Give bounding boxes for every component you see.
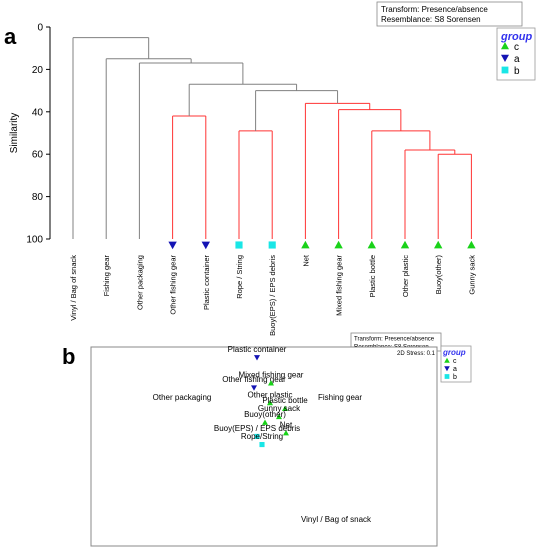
leaf-label: Net: [301, 254, 310, 267]
dendrogram-legend-title: group: [500, 31, 532, 43]
nmds-stress-text: 2D Stress: 0.1: [397, 351, 436, 357]
leaf-marker: [235, 241, 243, 249]
dendrogram-transform-text: Transform: Presence/absence: [381, 5, 488, 14]
legend-label: b: [514, 66, 520, 77]
leaf-label: Buoy(EPS) / EPS debris: [268, 255, 277, 336]
leaf-marker: [334, 240, 343, 249]
leaf-marker: [268, 241, 276, 249]
y-tick-label: 60: [32, 150, 44, 161]
dendrogram-legend: group cab: [496, 27, 536, 81]
leaf-label: Other fishing gear: [169, 255, 178, 315]
legend-label: a: [514, 54, 520, 65]
leaf-marker: [201, 241, 210, 250]
nmds-transform-text: Transform: Presence/absence: [354, 337, 435, 343]
leaf-label: Mixed fishing gear: [335, 255, 344, 316]
legend-label: a: [453, 366, 457, 373]
dendrogram-leaf-labels: Vinyl / Bag of snack Fishing gear Other pa…: [69, 254, 476, 336]
y-tick-label: 80: [32, 192, 44, 203]
nmds-point: [267, 399, 273, 406]
nmds-point: [259, 442, 265, 448]
nmds-point: [262, 419, 268, 425]
nmds-point-label: Other fishing gear: [222, 375, 286, 384]
leaf-marker: [434, 240, 443, 249]
nmds-point: [254, 355, 260, 361]
legend-label: c: [453, 358, 457, 365]
nmds-point: [268, 380, 274, 386]
leaf-label: Buoy(other): [434, 255, 443, 295]
leaf-label: Plastic container: [202, 255, 211, 311]
y-tick-label: 0: [37, 23, 43, 34]
nmds-point: [276, 413, 282, 420]
nmds-point-label: Gunny sack: [258, 404, 301, 413]
dendrogram-y-ticks: 0 20 40 60 80 100: [26, 23, 50, 246]
nmds-point-label: Fishing gear: [318, 393, 362, 402]
leaf-label: Other plastic: [401, 255, 410, 297]
nmds-panel: b Transform: Presence/absence Resemblanc…: [62, 332, 472, 547]
nmds-legend: group cab: [440, 345, 472, 383]
leaf-label: Plastic bottle: [368, 255, 377, 298]
leaf-label: Vinyl / Bag of snack: [69, 255, 78, 321]
nmds-point-label: Buoy(EPS) / EPS debris: [214, 424, 300, 433]
nmds-legend-title: group: [442, 348, 466, 357]
panel-b-letter: b: [62, 344, 75, 369]
nmds-point-label: Buoy(other): [244, 410, 286, 419]
leaf-marker: [400, 240, 410, 249]
leaf-label: Fishing gear: [102, 255, 111, 297]
legend-marker: [444, 374, 450, 379]
y-tick-label: 100: [26, 235, 43, 246]
nmds-point-label: Net: [280, 420, 293, 429]
nmds-point-label: Plastic bottle: [262, 396, 308, 405]
nmds-point: [251, 385, 257, 391]
legend-label: c: [514, 42, 519, 53]
leaf-label: Gunny sack: [467, 255, 476, 295]
panel-a-letter: a: [4, 24, 17, 49]
nmds-points: Plastic container Other fishing gearMixed…: [153, 345, 372, 524]
nmds-point-label: Mixed fishing gear: [239, 371, 304, 380]
nmds-point-label: Vinyl / Bag of snack: [301, 515, 372, 524]
legend-marker: [501, 66, 509, 74]
dendrogram-info-box: [376, 1, 523, 27]
dendrogram-panel: a Transform: Presence/absence Resemblanc…: [4, 1, 536, 336]
leaf-marker: [301, 240, 310, 249]
dendrogram-leaf-markers: [168, 240, 476, 250]
leaf-marker: [467, 240, 476, 249]
nmds-point: [282, 405, 288, 411]
legend-marker: [444, 357, 450, 363]
leaf-marker: [367, 240, 376, 249]
dendrogram-branches: [72, 37, 472, 239]
nmds-point-label: Rope/String: [241, 432, 283, 441]
leaf-label: Rope / String: [235, 255, 244, 299]
nmds-point: [254, 433, 260, 439]
dendrogram-y-axis-label: Similarity: [9, 113, 20, 154]
nmds-point-label: Plastic container: [228, 345, 287, 354]
legend-marker: [501, 42, 509, 50]
legend-marker: [444, 366, 450, 372]
leaf-label: Other packaging: [135, 255, 144, 310]
nmds-point-label: Other packaging: [153, 393, 212, 402]
nmds-point: [283, 429, 289, 436]
leaf-marker: [168, 241, 177, 250]
legend-marker: [501, 54, 509, 62]
nmds-point-label: Other plastic: [248, 390, 293, 399]
legend-label: b: [453, 374, 457, 381]
y-tick-label: 20: [32, 65, 44, 76]
dendrogram-resemblance-text: Resemblance: S8 Sorensen: [381, 15, 481, 24]
y-tick-label: 40: [32, 107, 44, 118]
